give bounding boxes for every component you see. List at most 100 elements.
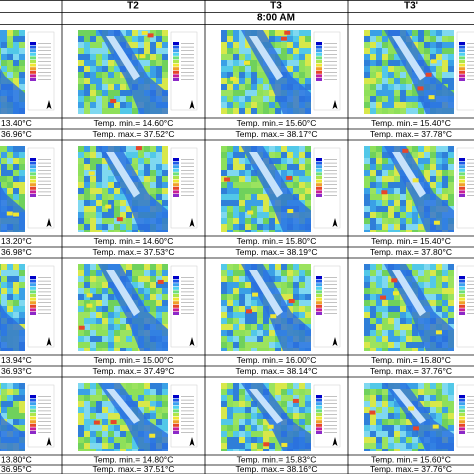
map-patch [412,152,418,158]
map-patch [293,164,299,170]
map-patch [221,419,227,425]
map-patch [251,230,257,232]
map-patch [150,60,156,66]
map-patch [263,264,269,270]
map-patch [90,407,96,413]
map-patch [442,288,448,294]
map-patch [412,389,418,395]
map-patch [221,395,227,401]
map-patch [388,230,394,232]
map-patch [84,164,90,170]
map-image [78,383,198,451]
map-patch [150,401,156,407]
map-patch [221,176,227,182]
map-patch [299,36,305,42]
map-patch [257,312,263,318]
map-patch [370,270,376,276]
legend-swatch [316,290,322,294]
map-patch [108,72,114,78]
river-core [392,36,426,81]
map-patch [376,90,382,96]
map-patch [382,300,388,306]
map-patch [233,348,239,351]
map-patch [394,300,400,306]
map-patch [436,288,442,294]
map-image [364,30,474,114]
map-patch [281,60,287,66]
map-patch [305,176,311,182]
map-patch [227,78,233,84]
map-patch [138,282,144,288]
map-patch [364,200,370,206]
map-patch [227,188,233,194]
map-patch [376,348,382,351]
map-patch [245,96,251,102]
legend-swatch [316,304,322,308]
map-patch [19,288,25,294]
map-patch [120,108,126,114]
map-patch [84,152,90,158]
map-patch [13,270,19,276]
map-patch [281,264,287,270]
map-patch [388,54,394,60]
map-patch [90,102,96,108]
temp-min: Temp. min.= 15.80°C [237,236,317,246]
map-patch [108,431,114,437]
map-patch [400,449,406,451]
map-patch [126,230,132,232]
map-patch [281,276,287,282]
map-patch [102,194,108,200]
map-patch [257,102,263,108]
map-patch [84,431,90,437]
map-patch [108,230,114,232]
map-patch [424,288,430,294]
map-patch [114,102,120,108]
map-patch [263,218,269,224]
map-patch [227,218,233,224]
column-header: T3' [404,1,418,12]
map-patch [84,176,90,182]
map-patch [239,182,245,188]
map-patch [132,102,138,108]
river-core [392,389,426,424]
map-patch [239,449,245,451]
legend-swatch [173,413,179,416]
map-patch [251,419,257,425]
map-patch [0,164,1,170]
map-patch [370,431,376,437]
map-patch [400,212,406,218]
map-patch [376,194,382,200]
map-patch [84,188,90,194]
map-patch [394,54,400,60]
map-patch [126,276,132,282]
map-patch [281,48,287,54]
temp-max: Temp. max.= 38.14°C [235,366,317,376]
legend-swatch [173,42,179,45]
map-patch [233,146,239,152]
map-patch [7,30,13,36]
map-patch [412,348,418,351]
map-patch [19,72,25,78]
map-patch [388,212,394,218]
map-patch [78,294,84,300]
map-patch [376,389,382,395]
map-patch [221,84,227,90]
map-patch [132,164,138,170]
map-patch [448,146,454,152]
map-patch [227,413,233,419]
map-patch [233,449,239,451]
map-patch [251,306,257,312]
map-patch [424,30,430,36]
map-patch [293,383,299,389]
map-patch [436,54,442,60]
map-patch [13,294,19,300]
map-patch [126,342,132,348]
map-patch [239,425,245,431]
map-patch [376,152,382,158]
map-patch [78,152,84,158]
map-patch [108,312,114,318]
map-patch [96,425,102,431]
map-patch [275,389,281,395]
map-patch [144,54,150,60]
map-patch [251,324,257,330]
